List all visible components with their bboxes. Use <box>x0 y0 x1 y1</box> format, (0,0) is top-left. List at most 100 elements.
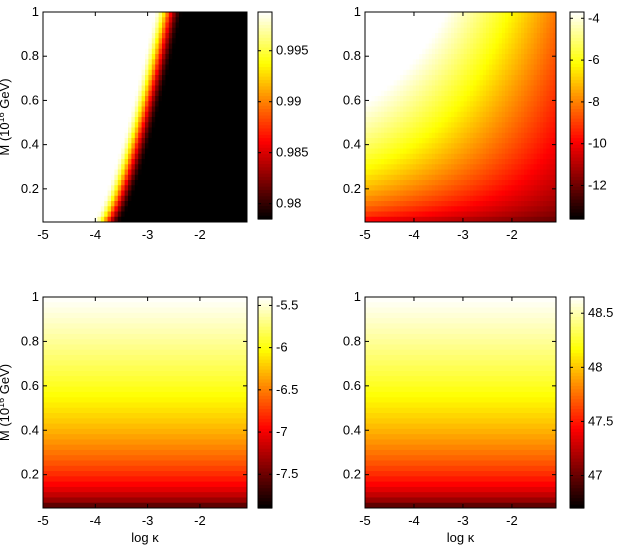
heatmap-cell <box>56 206 61 213</box>
colorbar-segment <box>570 183 584 188</box>
heatmap-cell <box>182 164 187 171</box>
heatmap-cell <box>463 64 468 71</box>
heatmap-cell <box>128 164 132 171</box>
heatmap-cell <box>114 64 119 71</box>
heatmap-cell <box>444 169 449 176</box>
heatmap-cell <box>70 38 75 45</box>
heatmap-cell <box>202 101 207 108</box>
heatmap-cell <box>419 174 423 181</box>
heatmap-cell <box>230 43 234 50</box>
heatmap-cell <box>384 22 388 29</box>
heatmap-cell <box>419 38 423 45</box>
heatmap-cell <box>415 22 420 29</box>
heatmap-cell <box>121 75 126 81</box>
heatmap-cell <box>233 96 238 102</box>
heatmap-cell <box>162 33 166 39</box>
heatmap-cell <box>470 33 474 39</box>
heatmap-cell <box>501 132 506 139</box>
heatmap-cell <box>435 122 439 129</box>
heatmap-cell <box>428 96 433 102</box>
heatmap-cell <box>70 33 75 39</box>
heatmap-cell <box>431 85 436 92</box>
heatmap-cell <box>498 148 503 155</box>
heatmap-cell <box>489 180 493 186</box>
heatmap-cell <box>165 180 170 186</box>
heatmap-cell <box>406 211 411 218</box>
heatmap-cell <box>473 185 478 192</box>
heatmap-cell <box>457 195 462 202</box>
heatmap-cell <box>387 96 392 102</box>
heatmap-cell <box>185 153 190 160</box>
colorbar-segment <box>258 206 272 210</box>
heatmap-cell <box>196 174 200 181</box>
heatmap-cell <box>185 22 190 29</box>
heatmap-cell <box>450 111 455 118</box>
heatmap-cell <box>520 64 525 71</box>
heatmap-cell <box>489 96 493 102</box>
heatmap-cell <box>230 169 234 176</box>
heatmap-cell <box>396 206 401 213</box>
heatmap-cell <box>365 185 369 192</box>
heatmap-cell <box>236 54 241 60</box>
heatmap-cell <box>219 180 224 186</box>
heatmap-cell <box>393 22 398 29</box>
heatmap-cell <box>489 48 493 55</box>
heatmap-cell <box>243 169 247 176</box>
heatmap-cell <box>406 138 411 144</box>
heatmap-cell <box>138 164 143 171</box>
heatmap-cell <box>470 12 474 18</box>
heatmap-cell <box>422 143 427 150</box>
heatmap-cell <box>428 159 433 165</box>
heatmap-cell <box>438 164 442 171</box>
colorbar-tick-label: 0.995 <box>276 43 309 58</box>
heatmap-cell <box>206 148 211 155</box>
heatmap-cell <box>148 159 153 165</box>
heatmap-cell <box>517 127 522 134</box>
heatmap-cell <box>387 117 392 123</box>
heatmap-cell <box>520 90 525 97</box>
heatmap-cell <box>403 169 407 176</box>
heatmap-cell <box>393 96 398 102</box>
heatmap-cell <box>431 180 436 186</box>
heatmap-cell <box>384 180 388 186</box>
heatmap-cell <box>540 101 544 108</box>
heatmap-cell <box>460 12 465 18</box>
heatmap-cell <box>107 201 112 207</box>
heatmap-cell <box>479 132 484 139</box>
heatmap-cell <box>536 48 541 55</box>
heatmap-cell <box>199 33 204 39</box>
heatmap-cell <box>46 43 51 50</box>
heatmap-cell <box>546 48 551 55</box>
heatmap-cell <box>83 54 88 60</box>
heatmap-cell <box>460 117 465 123</box>
heatmap-cell <box>134 43 139 50</box>
heatmap-cell <box>158 111 163 118</box>
heatmap-cell <box>202 69 207 76</box>
heatmap-cell <box>492 80 497 87</box>
heatmap-cell <box>240 85 245 92</box>
heatmap-cell <box>199 117 204 123</box>
heatmap-cell <box>371 69 376 76</box>
heatmap-cell <box>172 185 177 192</box>
heatmap-cell <box>141 153 146 160</box>
heatmap-cell <box>97 143 102 150</box>
heatmap-cell <box>438 159 442 165</box>
heatmap-cell <box>90 69 95 76</box>
heatmap-cell <box>46 106 51 113</box>
heatmap-cell <box>199 195 204 202</box>
heatmap-cell <box>463 69 468 76</box>
heatmap-cell <box>365 33 369 39</box>
heatmap-cell <box>213 195 217 202</box>
heatmap-cell <box>549 185 554 192</box>
heatmap-cell <box>479 206 484 213</box>
heatmap-cell <box>240 138 245 144</box>
heatmap-cell <box>536 106 541 113</box>
heatmap-cell <box>425 117 430 123</box>
heatmap-cell <box>447 169 452 176</box>
heatmap-cell <box>390 96 395 102</box>
heatmap-cell <box>380 127 385 134</box>
heatmap-cell <box>495 33 500 39</box>
heatmap-cell <box>206 111 211 118</box>
heatmap-cell <box>236 117 241 123</box>
heatmap-cell <box>425 69 430 76</box>
